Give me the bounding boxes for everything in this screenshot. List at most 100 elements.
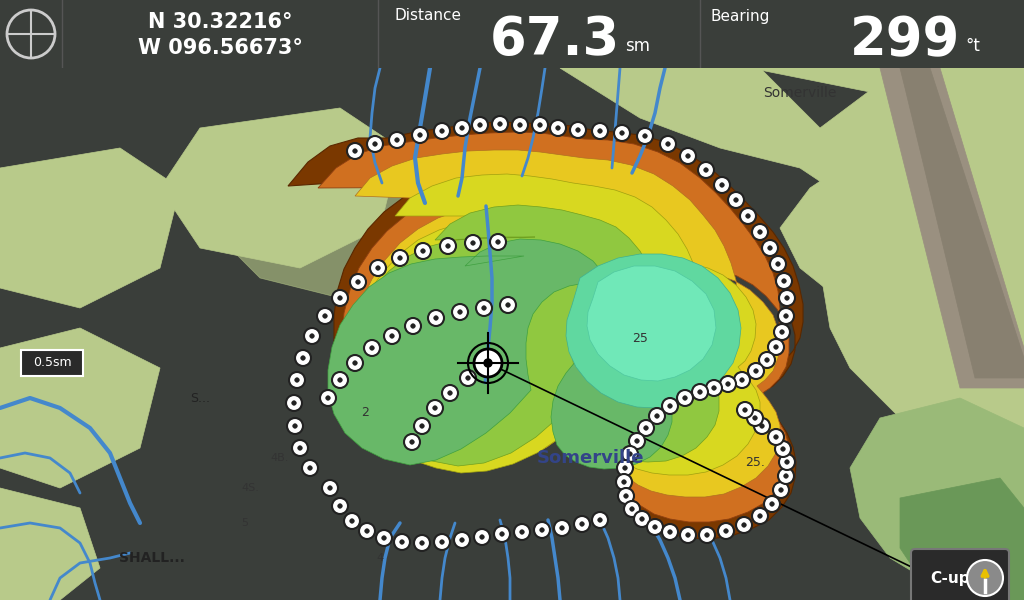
Circle shape: [614, 125, 630, 141]
Circle shape: [779, 330, 784, 334]
Polygon shape: [318, 132, 790, 522]
Circle shape: [753, 416, 757, 420]
Text: 25.: 25.: [745, 457, 765, 469]
Circle shape: [411, 324, 416, 328]
Circle shape: [389, 132, 406, 148]
Circle shape: [726, 382, 730, 386]
Circle shape: [347, 355, 362, 371]
Circle shape: [781, 279, 786, 283]
Circle shape: [634, 511, 650, 527]
Text: 2: 2: [361, 407, 369, 419]
Circle shape: [741, 523, 746, 527]
Circle shape: [454, 120, 470, 136]
Text: 0.5sm: 0.5sm: [33, 356, 72, 370]
Circle shape: [616, 474, 632, 490]
Circle shape: [783, 474, 788, 478]
Circle shape: [412, 127, 428, 143]
Circle shape: [370, 260, 386, 276]
Circle shape: [382, 536, 386, 540]
Circle shape: [466, 376, 470, 380]
Polygon shape: [0, 148, 180, 308]
Circle shape: [774, 345, 778, 349]
Circle shape: [319, 390, 336, 406]
Circle shape: [332, 372, 348, 388]
Circle shape: [728, 192, 744, 208]
Circle shape: [654, 414, 659, 418]
Polygon shape: [328, 239, 672, 469]
Circle shape: [415, 243, 431, 259]
Circle shape: [740, 208, 756, 224]
Circle shape: [397, 256, 402, 260]
Polygon shape: [0, 328, 160, 488]
Circle shape: [465, 235, 481, 251]
Circle shape: [434, 534, 450, 550]
Polygon shape: [0, 488, 100, 600]
Circle shape: [779, 290, 795, 306]
Circle shape: [292, 401, 296, 405]
Polygon shape: [750, 68, 1024, 388]
Circle shape: [742, 408, 748, 412]
Polygon shape: [566, 254, 741, 408]
Circle shape: [778, 468, 794, 484]
Polygon shape: [900, 68, 1024, 378]
Circle shape: [418, 133, 422, 137]
Circle shape: [752, 508, 768, 524]
Circle shape: [289, 372, 305, 388]
Circle shape: [628, 452, 632, 456]
Text: C-up: C-up: [930, 571, 970, 586]
Circle shape: [295, 378, 299, 382]
Circle shape: [692, 384, 708, 400]
Circle shape: [421, 249, 425, 253]
Circle shape: [779, 454, 795, 470]
Circle shape: [309, 334, 314, 338]
Text: Somerville: Somerville: [763, 86, 837, 100]
Circle shape: [720, 376, 736, 392]
Circle shape: [322, 480, 338, 496]
Circle shape: [458, 310, 462, 314]
Circle shape: [286, 395, 302, 411]
Circle shape: [778, 308, 794, 324]
Circle shape: [500, 297, 516, 313]
Circle shape: [332, 290, 348, 306]
Circle shape: [439, 129, 444, 133]
Circle shape: [433, 406, 437, 410]
Circle shape: [506, 303, 510, 307]
Text: 4B.: 4B.: [270, 453, 289, 463]
Circle shape: [637, 128, 653, 144]
Circle shape: [376, 530, 392, 546]
Circle shape: [644, 426, 648, 430]
Circle shape: [640, 517, 644, 521]
Circle shape: [338, 378, 342, 382]
Circle shape: [765, 358, 769, 362]
Circle shape: [774, 324, 790, 340]
Polygon shape: [850, 398, 1024, 600]
Circle shape: [714, 177, 730, 193]
Circle shape: [476, 300, 492, 316]
Circle shape: [760, 424, 764, 428]
Circle shape: [460, 370, 476, 386]
Circle shape: [697, 390, 702, 394]
Circle shape: [734, 198, 738, 202]
Circle shape: [660, 136, 676, 152]
Circle shape: [301, 356, 305, 360]
Circle shape: [737, 402, 753, 418]
Circle shape: [445, 244, 451, 248]
Circle shape: [447, 391, 453, 395]
Circle shape: [768, 429, 784, 445]
Circle shape: [762, 240, 778, 256]
Circle shape: [287, 418, 303, 434]
Circle shape: [328, 486, 332, 490]
Circle shape: [442, 385, 458, 401]
Circle shape: [746, 410, 763, 426]
Circle shape: [775, 441, 791, 457]
Circle shape: [355, 280, 360, 284]
Circle shape: [514, 524, 530, 540]
Circle shape: [748, 363, 764, 379]
Circle shape: [367, 136, 383, 152]
Circle shape: [490, 234, 506, 250]
FancyBboxPatch shape: [22, 350, 83, 376]
Polygon shape: [880, 68, 1024, 388]
Circle shape: [598, 129, 602, 133]
Circle shape: [620, 131, 625, 135]
Circle shape: [635, 439, 639, 443]
